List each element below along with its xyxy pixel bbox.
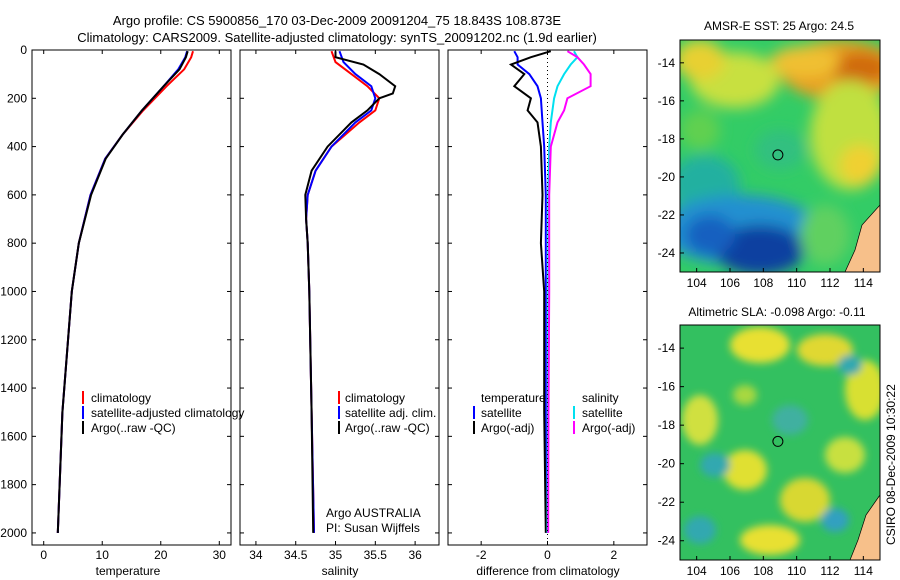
y-tick-label: 0 [20, 43, 27, 57]
x-tick-label: -2 [476, 548, 487, 562]
difference-xlabel: difference from climatology [476, 564, 619, 578]
map-y-tick-label: -20 [658, 170, 676, 184]
series-line-climatology [56, 50, 194, 533]
sla-heatmap [680, 325, 880, 560]
legend-label-climatology: climatology [91, 391, 151, 405]
map-y-tick-label: -24 [658, 534, 676, 548]
legend-label-climatology: climatology [345, 391, 405, 405]
sla-argo-location-marker [772, 435, 784, 447]
map-y-tick-label: -24 [658, 246, 676, 260]
map-x-tick-label: 110 [787, 564, 806, 578]
temperature-xlabel: temperature [96, 564, 161, 578]
salinity-panel [239, 49, 440, 546]
x-tick-label: 20 [154, 548, 168, 562]
map-y-tick-label: -22 [658, 208, 676, 222]
map-x-tick-label: 106 [720, 564, 740, 578]
legend-label-temp-satellite: satellite [481, 406, 522, 420]
x-tick-label: 10 [96, 548, 110, 562]
y-tick-label: 1600 [0, 429, 27, 443]
x-tick-label: 0 [544, 548, 551, 562]
salinity-series [304, 50, 397, 533]
series-line-argo-raw-qc- [56, 50, 189, 533]
map-y-tick-label: -22 [658, 495, 676, 509]
sla-map-ticks: 104 106 108 110 112 114 -14 -16 -18 -20 -22 -24 [658, 341, 874, 578]
legend-label-satellite: satellite-adjusted climatology [91, 406, 244, 420]
map-y-tick-label: -14 [658, 56, 676, 70]
map-x-tick-label: 104 [687, 276, 707, 290]
series-line-climatology [305, 50, 381, 533]
series-line-temperature-argo-adj- [508, 50, 552, 533]
sla-map-title: Altimetric SLA: -0.098 Argo: -0.11 [688, 305, 866, 319]
legend-label-temp-argo: Argo(-adj) [481, 421, 534, 435]
temperature-series [56, 50, 194, 533]
map-y-tick-label: -18 [658, 418, 676, 432]
x-tick-label: 34 [249, 548, 263, 562]
annotation-argo-australia: Argo AUSTRALIA [326, 506, 421, 520]
map-x-tick-label: 106 [720, 276, 740, 290]
x-tick-label: 34.5 [284, 548, 308, 562]
series-line-salinity-argo-adj- [547, 50, 592, 533]
legend-label-sal-satellite: satellite [582, 406, 623, 420]
difference-series [508, 50, 592, 533]
x-tick-label: 35 [329, 548, 343, 562]
y-tick-label: 2000 [0, 526, 27, 540]
y-tick-label: 600 [7, 188, 27, 202]
map-x-tick-label: 114 [854, 564, 873, 578]
x-tick-label: 30 [213, 548, 227, 562]
series-line-salinity-satellite [546, 50, 579, 533]
axis-ticks: 0 10 20 30 34 34.5 35 35.5 36 -2 0 2 [32, 49, 647, 562]
legend-label-satellite: satellite adj. clim. [345, 406, 436, 420]
legend-label-sal-argo: Argo(-adj) [582, 421, 635, 435]
difference-legend: temperature salinity satellite Argo(-adj… [473, 391, 635, 435]
y-tick-label: 1400 [0, 381, 27, 395]
annotation-pi: PI: Susan Wijffels [326, 521, 420, 535]
y-tick-label: 1000 [0, 284, 27, 298]
y-tick-label: 800 [7, 236, 27, 250]
temperature-legend: climatology satellite-adjusted climatolo… [82, 391, 244, 435]
x-tick-label: 0 [40, 548, 47, 562]
legend-label-argo: Argo(..raw -QC) [345, 421, 430, 435]
legend-title-temperature: temperature [481, 391, 546, 405]
depth-tick-labels: 0 200 400 600 800 1000 1200 1400 1600 1800 2000 [0, 43, 27, 540]
y-tick-label: 200 [7, 91, 27, 105]
y-tick-label: 1800 [0, 478, 27, 492]
legend-label-argo: Argo(..raw -QC) [91, 421, 176, 435]
map-x-tick-label: 112 [820, 276, 839, 290]
x-tick-label: 36 [408, 548, 422, 562]
x-tick-label: 35.5 [364, 548, 388, 562]
figure-title-line1: Argo profile: CS 5900856_170 03-Dec-2009… [113, 13, 561, 28]
sst-argo-location-marker [772, 149, 784, 161]
map-y-tick-label: -18 [658, 132, 676, 146]
map-x-tick-label: 108 [753, 276, 773, 290]
series-line-temperature-satellite [513, 50, 548, 533]
salinity-legend: climatology satellite adj. clim. Argo(..… [326, 391, 436, 535]
series-line-satellite-adjusted-climatology [56, 50, 189, 533]
map-x-tick-label: 104 [687, 564, 707, 578]
y-tick-label: 400 [7, 140, 27, 154]
side-timestamp-label: CSIRO 08-Dec-2009 10:30:22 [884, 384, 898, 545]
map-x-tick-label: 112 [820, 564, 839, 578]
map-y-tick-label: -16 [658, 94, 676, 108]
figure-title-line2: Climatology: CARS2009. Satellite-adjuste… [77, 30, 597, 45]
sst-map-title: AMSR-E SST: 25 Argo: 24.5 [704, 19, 854, 33]
sla-map-frame [679, 324, 881, 561]
series-line-argo-raw-qc- [304, 51, 397, 533]
temperature-panel [31, 49, 232, 546]
sst-heatmap [680, 40, 880, 272]
salinity-xlabel: salinity [322, 564, 359, 578]
x-tick-label: 2 [610, 548, 617, 562]
map-x-tick-label: 110 [787, 276, 806, 290]
sst-map-frame [679, 39, 881, 273]
map-x-tick-label: 108 [753, 564, 773, 578]
series-line-satellite-adj-clim- [305, 50, 377, 533]
legend-title-salinity: salinity [582, 391, 619, 405]
map-x-tick-label: 114 [854, 276, 873, 290]
map-y-tick-label: -14 [658, 341, 676, 355]
y-tick-label: 1200 [0, 333, 27, 347]
map-y-tick-label: -16 [658, 380, 676, 394]
map-y-tick-label: -20 [658, 457, 676, 471]
sst-map-ticks: 104 106 108 110 112 114 -14 -16 -18 -20 -22 -24 [658, 56, 874, 290]
